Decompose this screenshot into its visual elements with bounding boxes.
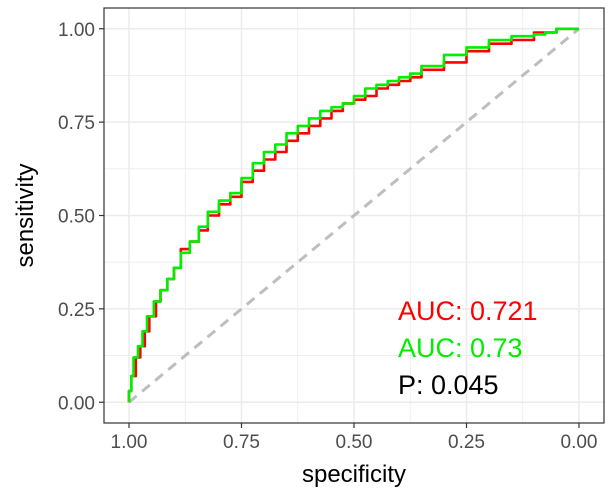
annotation-3: P: 0.045	[398, 370, 499, 400]
x-axis-title: specificity	[302, 461, 406, 488]
y-tick-label: 1.00	[58, 20, 95, 41]
y-tick-label: 0.25	[58, 300, 95, 321]
x-tick-label: 0.50	[336, 432, 373, 453]
annotation-1: AUC: 0.721	[398, 296, 538, 326]
x-tick-label: 0.00	[561, 432, 598, 453]
x-tick-label: 0.75	[223, 432, 260, 453]
annotation-2: AUC: 0.73	[398, 333, 523, 363]
y-tick-label: 0.50	[58, 207, 95, 228]
x-tick-label: 1.00	[111, 432, 148, 453]
y-tick-label: 0.75	[58, 113, 95, 134]
y-tick-label: 0.00	[58, 393, 95, 414]
y-axis-title: sensitivity	[12, 163, 39, 267]
x-tick-label: 0.25	[448, 432, 485, 453]
